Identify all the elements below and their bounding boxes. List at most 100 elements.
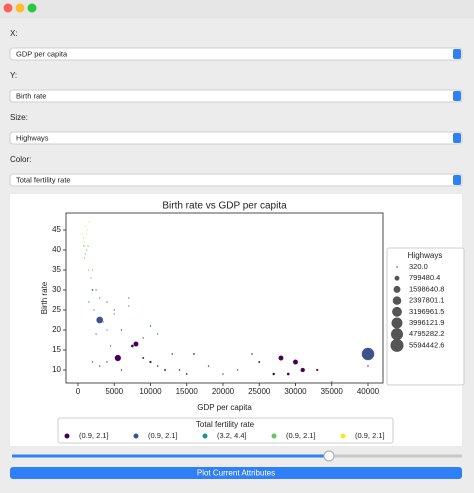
data-point bbox=[250, 352, 254, 356]
size-legend-marker bbox=[394, 275, 400, 281]
dropdown-arrow[interactable] bbox=[453, 175, 461, 185]
dropdown[interactable] bbox=[9, 47, 463, 61]
data-point bbox=[286, 372, 290, 376]
data-point bbox=[315, 368, 319, 372]
data-point bbox=[87, 301, 90, 303]
plot-area bbox=[65, 212, 384, 384]
control-label: Size: bbox=[10, 113, 28, 122]
size-legend bbox=[386, 247, 465, 386]
size-legend-label: 799480.4 bbox=[409, 273, 440, 282]
dropdown[interactable] bbox=[9, 89, 463, 103]
data-point bbox=[91, 269, 94, 271]
x-tick-label: 30000 bbox=[284, 387, 307, 396]
data-point bbox=[84, 245, 87, 247]
data-point bbox=[92, 309, 95, 311]
control-label: Color: bbox=[10, 155, 31, 164]
x-axis-label: GDP per capita bbox=[197, 403, 252, 412]
x-tick-label: 5000 bbox=[105, 387, 123, 396]
legend-marker bbox=[202, 433, 208, 439]
data-point bbox=[236, 369, 239, 371]
legend-label: (0.9, 2.1] bbox=[355, 431, 385, 440]
title-bar bbox=[0, 0, 474, 18]
data-point bbox=[109, 345, 112, 347]
legend-marker bbox=[340, 433, 346, 439]
size-legend-label: 3996121.9 bbox=[409, 318, 444, 327]
data-point bbox=[130, 344, 134, 348]
data-point bbox=[95, 288, 98, 292]
color-legend-title: Total fertility rate bbox=[196, 420, 255, 429]
data-point bbox=[300, 367, 306, 373]
legend-label: (0.9, 2.1] bbox=[79, 431, 109, 440]
data-point bbox=[330, 381, 333, 383]
y-tick-label: 20 bbox=[52, 325, 61, 334]
legend-marker bbox=[271, 433, 277, 439]
plot-button[interactable] bbox=[10, 467, 462, 479]
data-point bbox=[106, 329, 108, 331]
size-legend-label: 4795282.2 bbox=[409, 329, 444, 338]
data-point bbox=[96, 316, 104, 324]
minimize-button[interactable] bbox=[15, 3, 25, 13]
y-tick-label: 10 bbox=[52, 365, 61, 374]
data-point bbox=[90, 277, 92, 279]
x-tick-label: 20000 bbox=[212, 387, 235, 396]
size-legend-label: 1598640.8 bbox=[409, 284, 444, 293]
x-tick-label: 40000 bbox=[357, 387, 380, 396]
dropdown-arrow[interactable] bbox=[453, 91, 461, 101]
data-point bbox=[83, 257, 86, 259]
size-legend-marker bbox=[390, 328, 404, 341]
data-point bbox=[82, 237, 85, 239]
data-point bbox=[98, 365, 101, 367]
dropdown-value[interactable]: Total fertility rate bbox=[16, 175, 71, 184]
data-point bbox=[156, 364, 159, 368]
dropdown-value[interactable]: Highways bbox=[16, 133, 49, 142]
data-point bbox=[171, 352, 174, 356]
data-point bbox=[292, 359, 299, 365]
dropdown[interactable] bbox=[9, 173, 463, 187]
data-point bbox=[83, 241, 86, 243]
data-point bbox=[258, 360, 261, 364]
data-point bbox=[85, 233, 88, 235]
data-point bbox=[91, 361, 94, 363]
x-tick-label: 35000 bbox=[321, 387, 344, 396]
legend-label: (3.2, 4.4] bbox=[217, 431, 247, 440]
data-point bbox=[163, 368, 167, 372]
data-point bbox=[156, 333, 159, 335]
data-point bbox=[366, 364, 370, 368]
size-legend-title: Highways bbox=[408, 251, 443, 260]
dropdown-arrow[interactable] bbox=[453, 133, 461, 143]
zoom-button[interactable] bbox=[27, 3, 37, 13]
data-point bbox=[185, 372, 188, 376]
y-axis-label: Birth rate bbox=[40, 281, 49, 314]
data-point bbox=[127, 305, 130, 307]
y-tick-label: 35 bbox=[52, 265, 61, 274]
dropdown-value[interactable]: GDP per capita bbox=[16, 49, 68, 58]
x-tick-label: 15000 bbox=[176, 387, 199, 396]
data-point bbox=[120, 328, 123, 332]
size-legend-label: 5594442.6 bbox=[409, 340, 444, 349]
data-point bbox=[278, 355, 284, 361]
x-tick-label: 25000 bbox=[248, 387, 271, 396]
size-legend-marker bbox=[393, 285, 401, 293]
data-point bbox=[272, 372, 276, 376]
plot-button-label[interactable]: Plot Current Attributes bbox=[197, 469, 275, 478]
legend-label: (0.9, 2.1] bbox=[286, 431, 316, 440]
data-point bbox=[82, 244, 85, 248]
dropdown[interactable] bbox=[9, 131, 463, 145]
slider-handle[interactable] bbox=[323, 450, 335, 462]
x-tick-label: 10000 bbox=[139, 387, 162, 396]
data-point bbox=[85, 249, 88, 251]
data-point bbox=[91, 288, 94, 292]
close-button[interactable] bbox=[3, 3, 13, 13]
data-point bbox=[86, 229, 89, 231]
data-point bbox=[207, 365, 210, 367]
data-point bbox=[102, 321, 105, 323]
dropdown-arrow[interactable] bbox=[453, 49, 461, 59]
data-point bbox=[113, 313, 116, 315]
data-point bbox=[87, 269, 90, 271]
dropdown-value[interactable]: Birth rate bbox=[16, 91, 46, 100]
data-point bbox=[133, 341, 139, 347]
control-label: Y: bbox=[10, 71, 17, 80]
y-tick-label: 30 bbox=[52, 285, 61, 294]
